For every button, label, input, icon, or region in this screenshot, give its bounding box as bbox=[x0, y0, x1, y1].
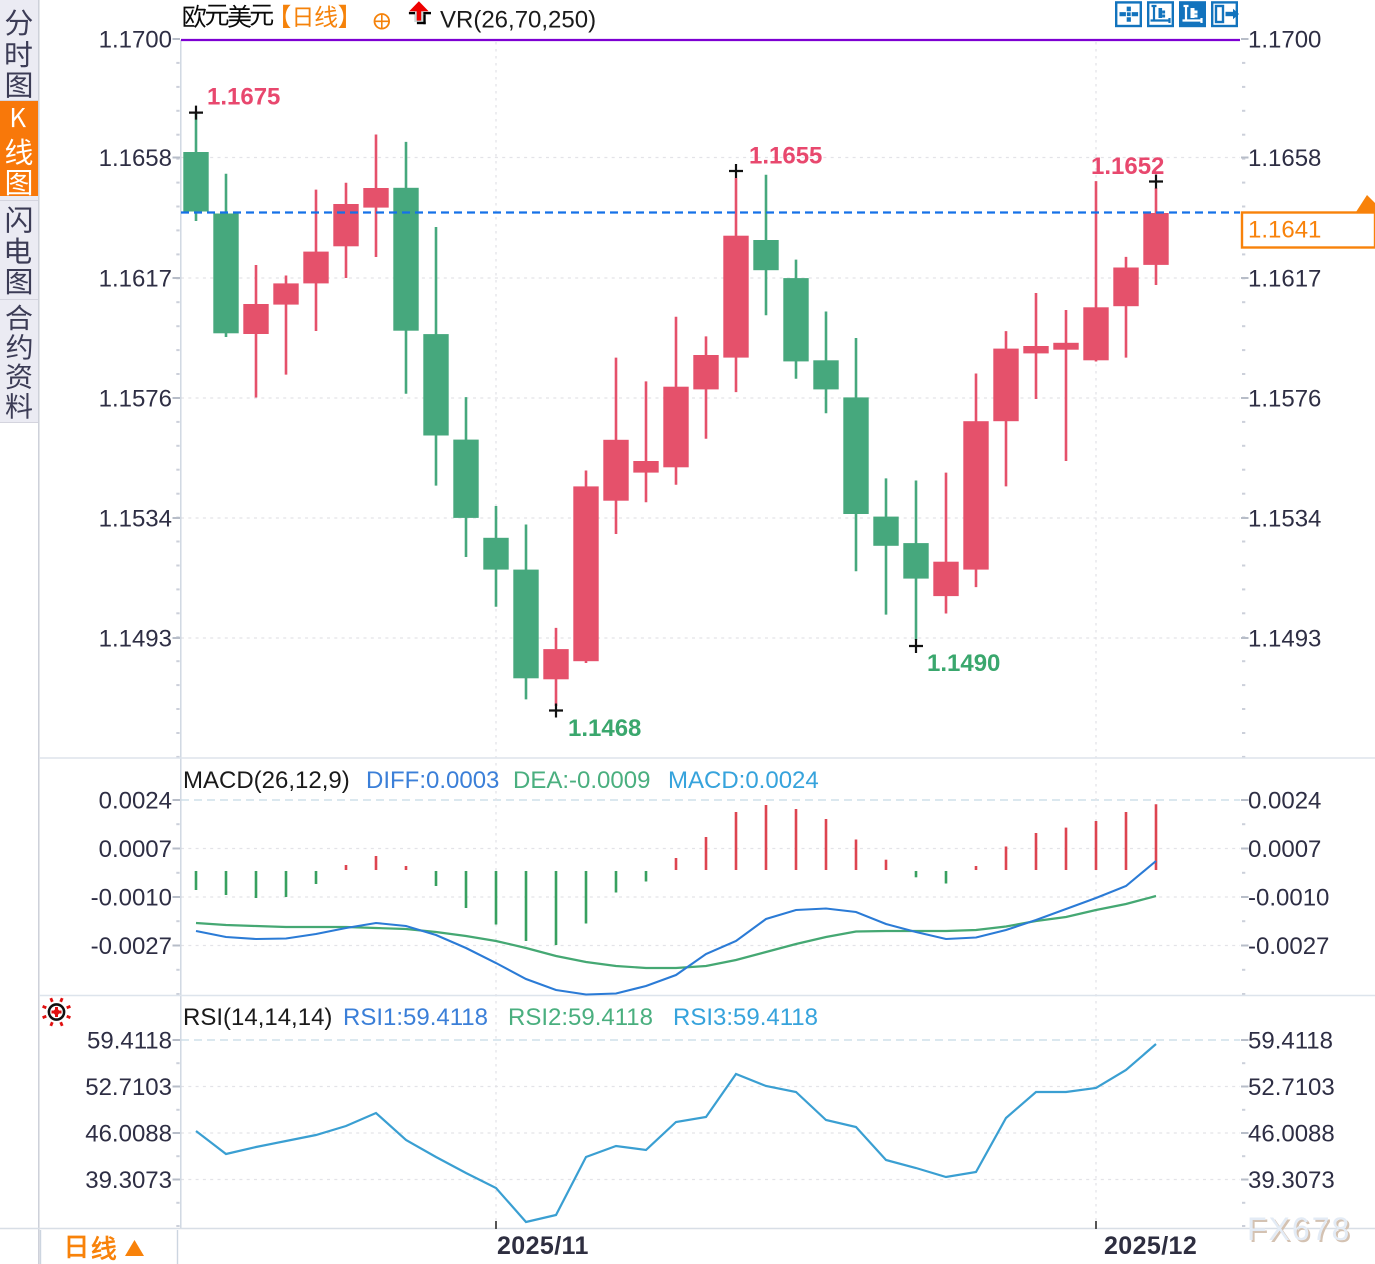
svg-text:1.1490: 1.1490 bbox=[927, 650, 1000, 677]
svg-text:0.0007: 0.0007 bbox=[99, 836, 172, 863]
svg-text:39.3073: 39.3073 bbox=[85, 1167, 172, 1194]
svg-text:-0.0010: -0.0010 bbox=[91, 885, 172, 912]
svg-text:1.1617: 1.1617 bbox=[99, 266, 172, 293]
svg-text:-0.0027: -0.0027 bbox=[1248, 933, 1329, 960]
svg-text:RSI(14,14,14): RSI(14,14,14) bbox=[183, 1004, 332, 1031]
svg-text:-0.0027: -0.0027 bbox=[91, 933, 172, 960]
svg-text:RSI2:59.4118: RSI2:59.4118 bbox=[508, 1004, 653, 1031]
svg-text:1.1468: 1.1468 bbox=[568, 715, 641, 742]
svg-text:-0.0010: -0.0010 bbox=[1248, 885, 1329, 912]
svg-text:1.1576: 1.1576 bbox=[99, 386, 172, 413]
svg-text:VR(26,70,250): VR(26,70,250) bbox=[440, 7, 596, 34]
svg-text:0.0007: 0.0007 bbox=[1248, 836, 1321, 863]
svg-text:1.1617: 1.1617 bbox=[1248, 266, 1321, 293]
svg-text:59.4118: 59.4118 bbox=[87, 1028, 172, 1055]
svg-text:1.1534: 1.1534 bbox=[1248, 506, 1321, 533]
svg-text:2025/11: 2025/11 bbox=[497, 1232, 589, 1260]
svg-text:1.1658: 1.1658 bbox=[99, 145, 172, 172]
svg-text:1.1658: 1.1658 bbox=[1248, 145, 1321, 172]
svg-text:1.1675: 1.1675 bbox=[207, 84, 280, 111]
svg-text:1.1576: 1.1576 bbox=[1248, 386, 1321, 413]
svg-text:FX678: FX678 bbox=[1249, 1213, 1353, 1249]
svg-text:RSI3:59.4118: RSI3:59.4118 bbox=[673, 1004, 818, 1031]
svg-text:1.1700: 1.1700 bbox=[99, 27, 172, 54]
svg-text:0.0024: 0.0024 bbox=[99, 788, 172, 815]
svg-text:1.1534: 1.1534 bbox=[99, 506, 172, 533]
svg-text:RSI1:59.4118: RSI1:59.4118 bbox=[343, 1004, 488, 1031]
svg-text:1.1655: 1.1655 bbox=[749, 143, 822, 170]
svg-text:1.1641: 1.1641 bbox=[1248, 217, 1321, 244]
svg-text:1.1493: 1.1493 bbox=[1248, 626, 1321, 653]
svg-text:FX678: FX678 bbox=[1247, 1211, 1351, 1247]
svg-text:0.0024: 0.0024 bbox=[1248, 788, 1321, 815]
svg-text:46.0088: 46.0088 bbox=[1248, 1121, 1335, 1148]
svg-text:1.1700: 1.1700 bbox=[1248, 27, 1321, 54]
svg-text:MACD(26,12,9): MACD(26,12,9) bbox=[183, 767, 350, 794]
svg-text:39.3073: 39.3073 bbox=[1248, 1167, 1335, 1194]
svg-text:1.1493: 1.1493 bbox=[99, 626, 172, 653]
svg-text:52.7103: 52.7103 bbox=[85, 1074, 172, 1101]
svg-text:DEA:-0.0009: DEA:-0.0009 bbox=[513, 767, 650, 794]
svg-text:46.0088: 46.0088 bbox=[85, 1121, 172, 1148]
svg-text:52.7103: 52.7103 bbox=[1248, 1074, 1335, 1101]
svg-text:59.4118: 59.4118 bbox=[1248, 1028, 1333, 1055]
svg-text:1.1652: 1.1652 bbox=[1091, 153, 1164, 180]
svg-text:2025/12: 2025/12 bbox=[1104, 1232, 1197, 1260]
svg-text:DIFF:0.0003: DIFF:0.0003 bbox=[366, 767, 499, 794]
svg-text:MACD:0.0024: MACD:0.0024 bbox=[668, 767, 819, 794]
